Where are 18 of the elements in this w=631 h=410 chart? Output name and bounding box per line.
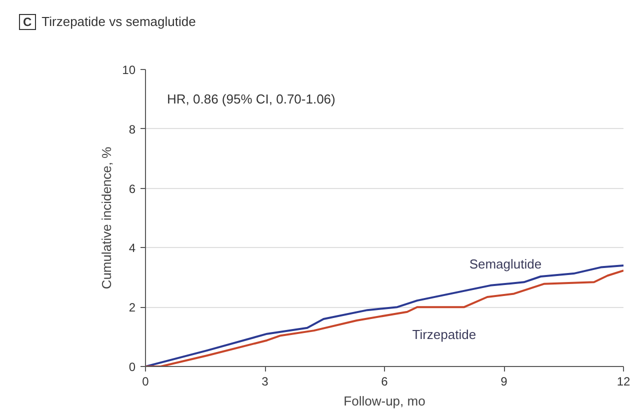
series-label: Semaglutide (469, 256, 542, 272)
chart-title: Tirzepatide vs semaglutide (42, 14, 196, 29)
x-tick-label: 0 (142, 374, 150, 388)
x-tick-label: 12 (616, 374, 630, 388)
x-tick-label: 9 (500, 374, 508, 388)
y-tick-label: 10 (122, 63, 136, 77)
annotation: HR, 0.86 (95% CI, 0.70-1.06) (167, 92, 336, 107)
x-axis-title: Follow-up, mo (344, 394, 426, 408)
text: C (19, 14, 36, 30)
y-tick-label: 2 (128, 300, 136, 315)
y-tick-label: 4 (128, 241, 136, 256)
y-axis-title: Cumulative incidence, % (99, 146, 114, 290)
x-tick-label: 3 (262, 374, 269, 388)
y-tick-label: 0 (128, 360, 136, 374)
y-tick-label: 6 (128, 182, 136, 196)
x-tick-label: 6 (381, 374, 388, 388)
y-tick-label: 8 (128, 122, 136, 136)
series-label: Tirzepatide (412, 327, 476, 342)
